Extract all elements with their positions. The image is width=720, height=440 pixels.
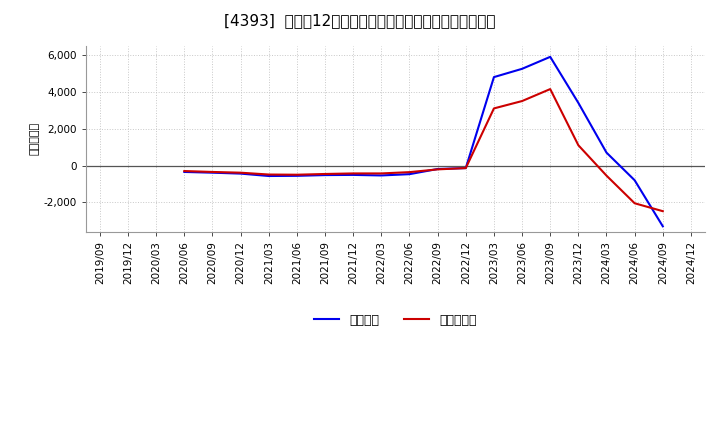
経常利益: [264, 173, 273, 179]
経常利益: [320, 172, 329, 178]
経常利益: [180, 169, 189, 175]
当期純利益: [377, 171, 386, 176]
当期純利益: [320, 171, 329, 176]
当期純利益: [292, 172, 301, 177]
経常利益: [208, 170, 217, 175]
経常利益: [630, 178, 639, 183]
経常利益: [490, 74, 498, 80]
当期純利益: [574, 143, 582, 148]
経常利益: [462, 165, 470, 171]
経常利益: [574, 100, 582, 106]
Line: 経常利益: 経常利益: [184, 57, 663, 226]
当期純利益: [659, 209, 667, 214]
経常利益: [602, 150, 611, 155]
経常利益: [377, 173, 386, 178]
当期純利益: [433, 167, 442, 172]
Text: [4393]  利益だ12か月移動合計の対前年同期増減額の推移: [4393] 利益だ12か月移動合計の対前年同期増減額の推移: [224, 13, 496, 28]
Legend: 経常利益, 当期純利益: 経常利益, 当期純利益: [309, 309, 482, 332]
当期純利益: [490, 106, 498, 111]
経常利益: [433, 166, 442, 172]
当期純利益: [236, 170, 245, 175]
当期純利益: [349, 171, 358, 176]
当期純利益: [546, 86, 554, 92]
経常利益: [405, 172, 414, 177]
経常利益: [546, 54, 554, 59]
Y-axis label: （百万円）: （百万円）: [30, 122, 40, 155]
経常利益: [236, 171, 245, 176]
経常利益: [659, 224, 667, 229]
当期純利益: [405, 169, 414, 175]
当期純利益: [180, 169, 189, 174]
当期純利益: [602, 173, 611, 178]
当期純利益: [518, 99, 526, 104]
当期純利益: [630, 201, 639, 206]
Line: 当期純利益: 当期純利益: [184, 89, 663, 211]
当期純利益: [462, 165, 470, 171]
当期純利益: [208, 169, 217, 175]
当期純利益: [264, 172, 273, 177]
経常利益: [349, 172, 358, 177]
経常利益: [292, 173, 301, 179]
経常利益: [518, 66, 526, 71]
